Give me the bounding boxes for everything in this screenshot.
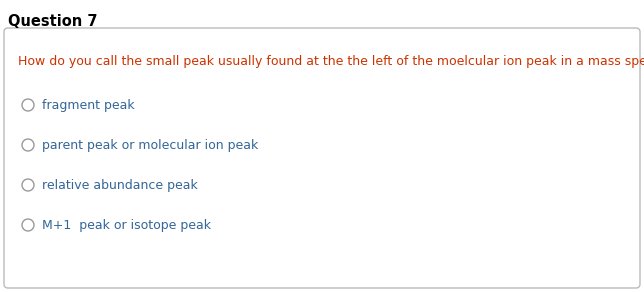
Text: How do you call the small peak usually found at the the left of the moelcular io: How do you call the small peak usually f… (18, 55, 644, 68)
Text: M+1  peak or isotope peak: M+1 peak or isotope peak (42, 218, 211, 232)
Circle shape (22, 179, 34, 191)
FancyBboxPatch shape (4, 28, 640, 288)
Circle shape (22, 99, 34, 111)
Text: relative abundance peak: relative abundance peak (42, 178, 198, 192)
Text: fragment peak: fragment peak (42, 98, 135, 112)
Text: Question 7: Question 7 (8, 14, 97, 29)
Circle shape (22, 219, 34, 231)
Text: parent peak or molecular ion peak: parent peak or molecular ion peak (42, 138, 258, 152)
Circle shape (22, 139, 34, 151)
